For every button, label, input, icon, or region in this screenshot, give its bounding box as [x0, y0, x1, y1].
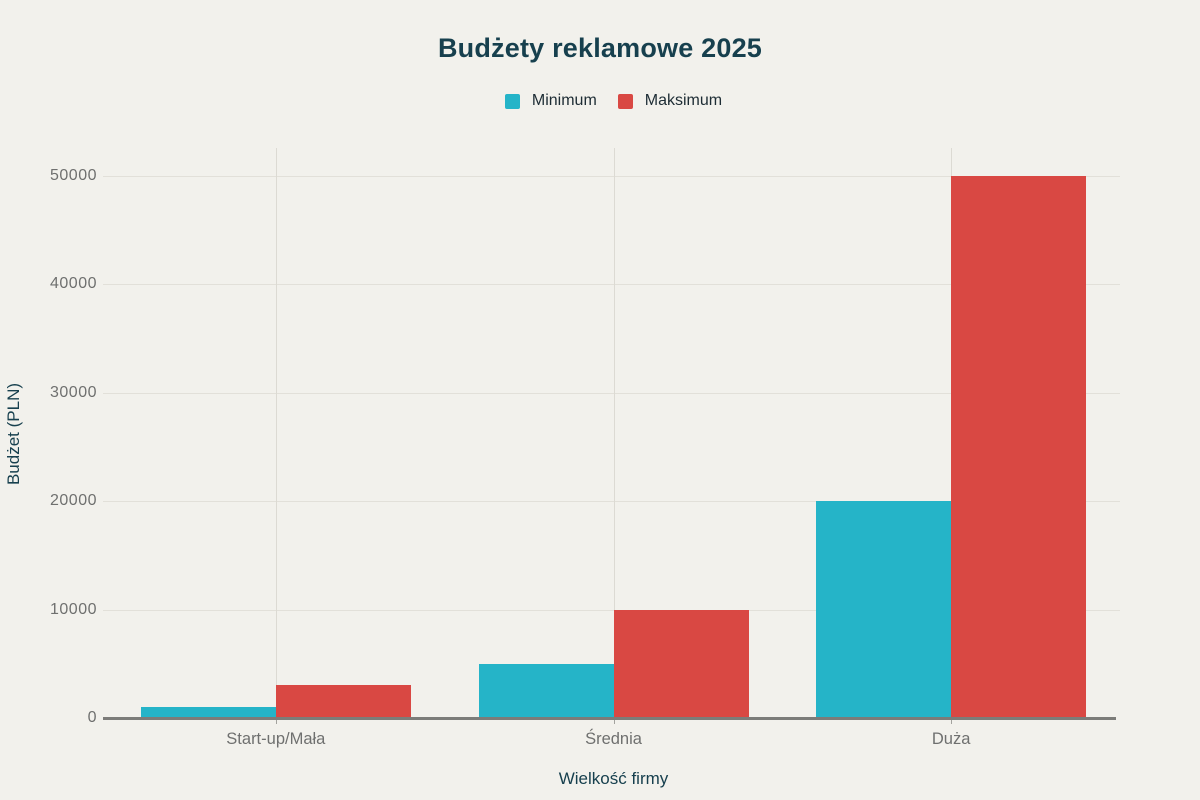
x-axis-line — [103, 717, 1116, 720]
h-gridline — [103, 284, 1120, 286]
x-axis-tick-label: Start-up/Mała — [226, 730, 326, 748]
y-axis-tick-label: 20000 — [50, 492, 97, 510]
legend-item-maksimum[interactable]: Maksimum — [617, 92, 723, 110]
bar-minimum-1 — [140, 707, 276, 718]
y-axis-tick-label: 30000 — [50, 383, 97, 401]
h-gridline — [103, 176, 1120, 177]
x-axis-tick-label: Średnia — [585, 730, 642, 748]
x-axis-tick — [275, 719, 277, 724]
y-axis-tick-label: 10000 — [50, 600, 97, 618]
h-gridline — [103, 392, 1120, 394]
bar-minimum-2 — [478, 663, 614, 718]
bar-maksimum-3 — [951, 176, 1087, 718]
v-gridline — [613, 148, 615, 718]
y-axis-tick-label: 0 — [87, 709, 97, 726]
x-axis-tick — [613, 719, 615, 724]
legend-item-minimum[interactable]: Minimum — [504, 92, 597, 110]
x-axis-title: Wielkość firmy — [558, 769, 669, 788]
minimum-swatch-icon — [504, 93, 520, 109]
v-gridline — [275, 148, 277, 718]
bar-maksimum-2 — [613, 609, 749, 718]
h-gridline — [103, 501, 1120, 503]
bar-minimum-3 — [816, 501, 952, 718]
legend: Minimum Maksimum — [107, 92, 1120, 110]
legend-label-maksimum: Maksimum — [644, 92, 723, 109]
bar-maksimum-1 — [275, 685, 411, 718]
x-axis-tick-label: Duża — [931, 730, 971, 748]
chart-title: Budżety reklamowe 2025 — [437, 33, 763, 63]
legend-label-minimum: Minimum — [531, 92, 597, 109]
y-axis-tick-label: 50000 — [50, 167, 97, 184]
h-gridline — [103, 609, 1120, 611]
y-axis-tick-label: 40000 — [50, 275, 97, 293]
maksimum-swatch-icon — [617, 93, 633, 109]
x-axis-tick — [951, 719, 953, 724]
